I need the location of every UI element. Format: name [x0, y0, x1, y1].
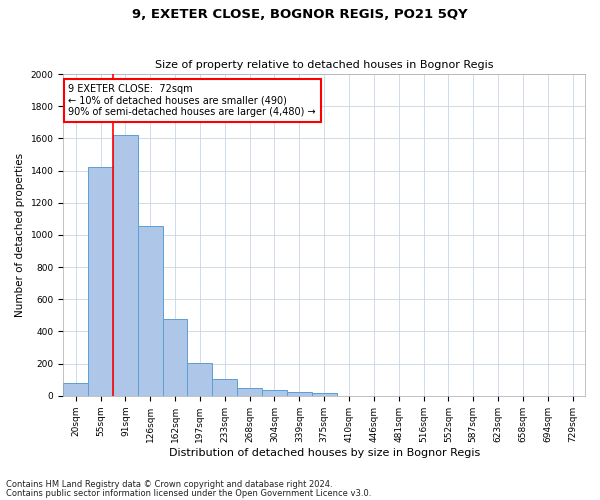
Text: Contains public sector information licensed under the Open Government Licence v3: Contains public sector information licen… — [6, 489, 371, 498]
Bar — [262, 390, 287, 396]
Title: Size of property relative to detached houses in Bognor Regis: Size of property relative to detached ho… — [155, 60, 493, 70]
Bar — [138, 226, 163, 396]
Bar — [113, 135, 138, 396]
Bar — [312, 393, 337, 396]
Bar — [212, 379, 237, 396]
Text: 9, EXETER CLOSE, BOGNOR REGIS, PO21 5QY: 9, EXETER CLOSE, BOGNOR REGIS, PO21 5QY — [132, 8, 468, 20]
Text: Contains HM Land Registry data © Crown copyright and database right 2024.: Contains HM Land Registry data © Crown c… — [6, 480, 332, 489]
Bar — [88, 168, 113, 396]
Bar — [63, 383, 88, 396]
Bar — [287, 392, 312, 396]
Bar — [187, 363, 212, 396]
X-axis label: Distribution of detached houses by size in Bognor Regis: Distribution of detached houses by size … — [169, 448, 480, 458]
Y-axis label: Number of detached properties: Number of detached properties — [15, 153, 25, 317]
Text: 9 EXETER CLOSE:  72sqm
← 10% of detached houses are smaller (490)
90% of semi-de: 9 EXETER CLOSE: 72sqm ← 10% of detached … — [68, 84, 316, 117]
Bar — [237, 388, 262, 396]
Bar — [163, 318, 187, 396]
